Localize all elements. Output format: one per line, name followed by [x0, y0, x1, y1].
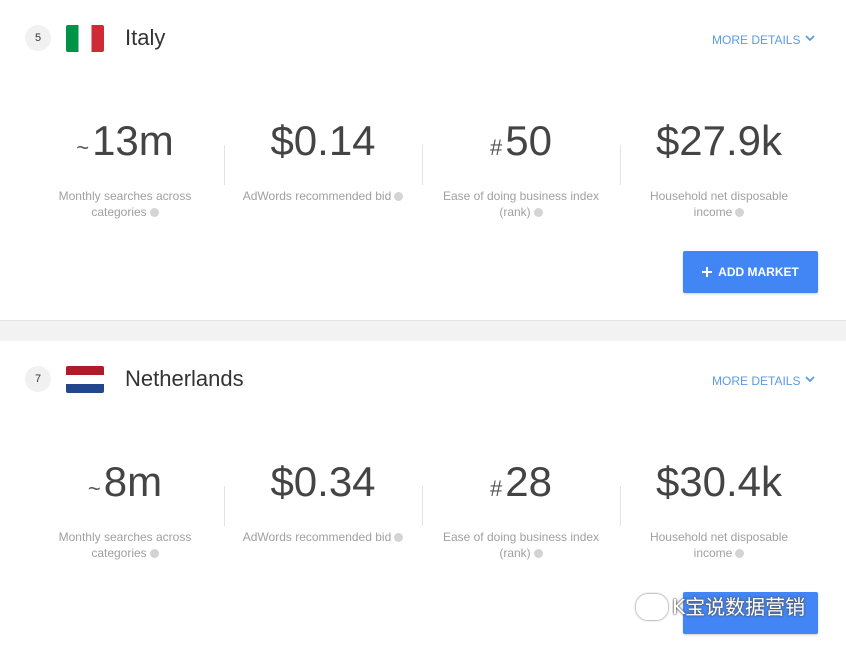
country-name: Italy	[125, 25, 166, 50]
more-details[interactable]: MORE DETAILS	[712, 33, 816, 47]
stat-prefix: ~	[87, 476, 101, 501]
stat-label: AdWords recommended bid	[238, 529, 408, 545]
stat-label: Ease of doing business index (rank)	[436, 529, 606, 561]
plus-icon[interactable]	[702, 267, 713, 277]
stat-value: $0.14	[224, 117, 422, 165]
stat-label: Monthly searches across categories	[40, 529, 210, 561]
stat-label-text: Ease of doing business index (rank)	[442, 189, 600, 219]
stat-value: #50	[422, 117, 620, 172]
stat-value: ~13m	[26, 117, 224, 172]
stat-number: $27.9k	[655, 117, 783, 164]
help-icon[interactable]	[149, 208, 159, 217]
button-label[interactable]: ADD MARKET	[718, 265, 799, 279]
divider	[224, 145, 225, 185]
separator	[0, 320, 846, 341]
chevron[interactable]	[804, 375, 816, 385]
stat-label-text: Household net disposable income	[649, 189, 789, 219]
stat-prefix: #	[490, 476, 503, 501]
help-icon[interactable]	[735, 208, 745, 217]
stat-label-text: Monthly searches across categories	[58, 189, 192, 219]
help-icon[interactable]	[394, 192, 404, 201]
stat-prefix: ~	[76, 135, 90, 160]
stat-label: Monthly searches across categories	[40, 188, 210, 220]
stat-label: AdWords recommended bid	[238, 188, 408, 204]
watermark-icon	[636, 594, 668, 620]
chevron[interactable]	[804, 34, 816, 44]
watermark: K宝说数据营销	[636, 594, 805, 620]
stat-number: 8m	[103, 458, 163, 505]
stat-number: $0.14	[270, 117, 376, 164]
flag	[66, 25, 104, 52]
stat-label-text: Household net disposable income	[649, 530, 789, 560]
stat-number: $0.34	[270, 458, 376, 505]
stat-label-text: Monthly searches across categories	[58, 530, 192, 560]
stat-value: #28	[422, 458, 620, 513]
stat-label: Ease of doing business index (rank)	[436, 188, 606, 220]
add-market-button[interactable]: ADD MARKET	[683, 251, 818, 293]
stat-label: Household net disposable income	[634, 188, 804, 220]
flag	[66, 366, 104, 393]
help-icon[interactable]	[149, 549, 159, 558]
stat-label-text: AdWords recommended bid	[242, 189, 392, 203]
help-icon[interactable]	[394, 533, 404, 542]
stat-label: Household net disposable income	[634, 529, 804, 561]
more-details-text[interactable]: MORE DETAILS	[712, 33, 801, 47]
rank-badge: 5	[25, 25, 51, 51]
stat-value: $27.9k	[620, 117, 818, 165]
divider	[620, 145, 621, 185]
stat-value: $30.4k	[620, 458, 818, 506]
stat-number: 28	[505, 458, 552, 505]
stat-number: 13m	[92, 117, 174, 164]
more-details[interactable]: MORE DETAILS	[712, 374, 816, 388]
more-details-text[interactable]: MORE DETAILS	[712, 374, 801, 388]
stat-number: $30.4k	[655, 458, 783, 505]
market-card: 7 Netherlands MORE DETAILS ~8m Monthly searc…	[0, 341, 846, 646]
stat-label-text: Ease of doing business index (rank)	[442, 530, 600, 560]
help-icon[interactable]	[533, 549, 543, 558]
market-card: 5 Italy MORE DETAILS ~13m Monthly searches a…	[0, 0, 846, 320]
divider	[422, 486, 423, 526]
country-name: Netherlands	[125, 366, 244, 391]
watermark-text: K宝说数据营销	[672, 595, 806, 619]
stat-prefix: #	[490, 135, 503, 160]
stat-value: ~8m	[26, 458, 224, 513]
help-icon[interactable]	[735, 549, 745, 558]
divider	[224, 486, 225, 526]
stat-number: 50	[505, 117, 552, 164]
help-icon[interactable]	[533, 208, 543, 217]
divider	[422, 145, 423, 185]
add-market-button[interactable]	[683, 592, 818, 634]
rank-badge: 7	[25, 366, 51, 392]
stat-value: $0.34	[224, 458, 422, 506]
divider	[620, 486, 621, 526]
stat-label-text: AdWords recommended bid	[242, 530, 392, 544]
